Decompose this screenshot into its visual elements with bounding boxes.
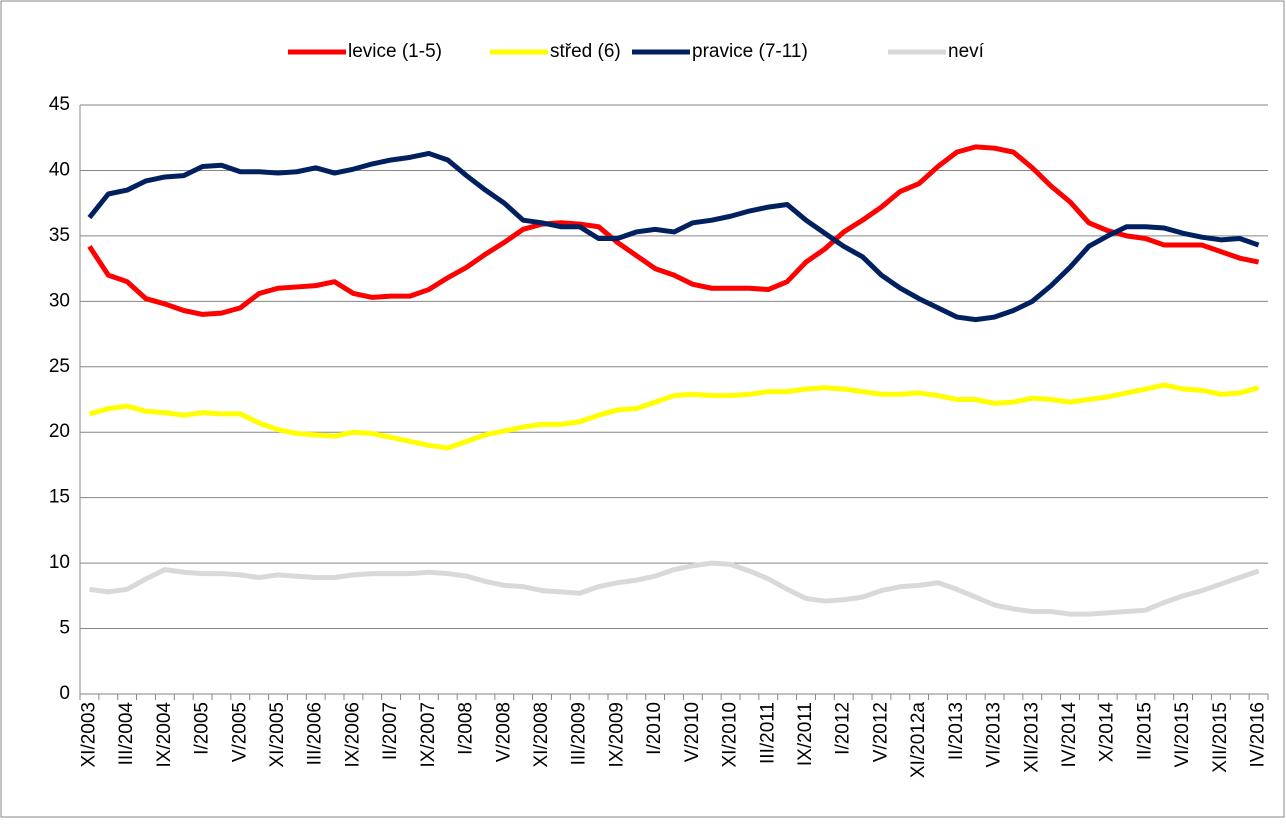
x-tick-label: II/2015 bbox=[1134, 702, 1155, 760]
x-tick-label: XI/2012a bbox=[908, 702, 929, 778]
y-tick-label: 0 bbox=[59, 683, 70, 704]
legend-label: neví bbox=[948, 41, 985, 62]
x-tick-label: XII/2013 bbox=[1021, 702, 1042, 773]
x-tick-label: VI/2015 bbox=[1172, 702, 1193, 768]
x-tick-label: XI/2005 bbox=[267, 702, 288, 768]
x-tick-label: X/2014 bbox=[1097, 702, 1118, 763]
x-tick-label: IX/2011 bbox=[795, 702, 816, 766]
x-tick-label: V/2012 bbox=[870, 702, 891, 762]
y-tick-label: 20 bbox=[49, 421, 70, 442]
series-line bbox=[87, 150, 1260, 323]
x-tick-label: IX/2004 bbox=[154, 702, 175, 768]
x-tick-label: IX/2006 bbox=[342, 702, 363, 768]
x-tick-label: II/2007 bbox=[380, 702, 401, 760]
legend-label: levice (1-5) bbox=[348, 41, 442, 62]
y-tick-label: 35 bbox=[49, 225, 70, 246]
x-tick-label: IX/2009 bbox=[606, 702, 627, 768]
x-tick-label: XI/2008 bbox=[531, 702, 552, 768]
legend-label: pravice (7-11) bbox=[692, 41, 808, 62]
x-tick-label: III/2009 bbox=[569, 702, 590, 765]
x-tick-label: V/2005 bbox=[229, 702, 250, 762]
series-line bbox=[89, 560, 1260, 617]
x-tick-label: IX/2007 bbox=[418, 702, 439, 768]
x-tick-label: V/2010 bbox=[682, 702, 703, 762]
y-tick-label: 30 bbox=[49, 290, 70, 311]
y-tick-label: 45 bbox=[49, 94, 70, 115]
x-tick-label: XII/2015 bbox=[1210, 702, 1231, 773]
y-tick-label: 10 bbox=[49, 552, 70, 573]
x-tick-label: IV/2016 bbox=[1248, 702, 1269, 768]
series-line bbox=[88, 382, 1260, 451]
x-tick-label: I/2010 bbox=[644, 702, 665, 755]
x-tick-label: III/2011 bbox=[757, 702, 778, 764]
x-tick-label: I/2008 bbox=[456, 702, 477, 755]
x-tick-label: II/2013 bbox=[946, 702, 967, 760]
x-tick-label: I/2012 bbox=[833, 702, 854, 755]
x-tick-label: I/2005 bbox=[192, 702, 213, 755]
series-line bbox=[87, 144, 1260, 317]
legend-label: střed (6) bbox=[550, 41, 621, 62]
x-tick-label: XI/2010 bbox=[720, 702, 741, 768]
x-tick-label: V/2008 bbox=[493, 702, 514, 762]
y-tick-label: 5 bbox=[59, 618, 70, 639]
x-tick-label: XI/2003 bbox=[78, 702, 99, 768]
x-tick-label: VI/2013 bbox=[984, 702, 1005, 768]
x-tick-label: IV/2014 bbox=[1059, 702, 1080, 768]
y-tick-label: 25 bbox=[49, 356, 70, 377]
x-tick-label: III/2004 bbox=[116, 702, 137, 766]
y-tick-label: 15 bbox=[49, 487, 70, 508]
x-tick-label: III/2006 bbox=[305, 702, 326, 765]
y-tick-label: 40 bbox=[49, 159, 70, 180]
